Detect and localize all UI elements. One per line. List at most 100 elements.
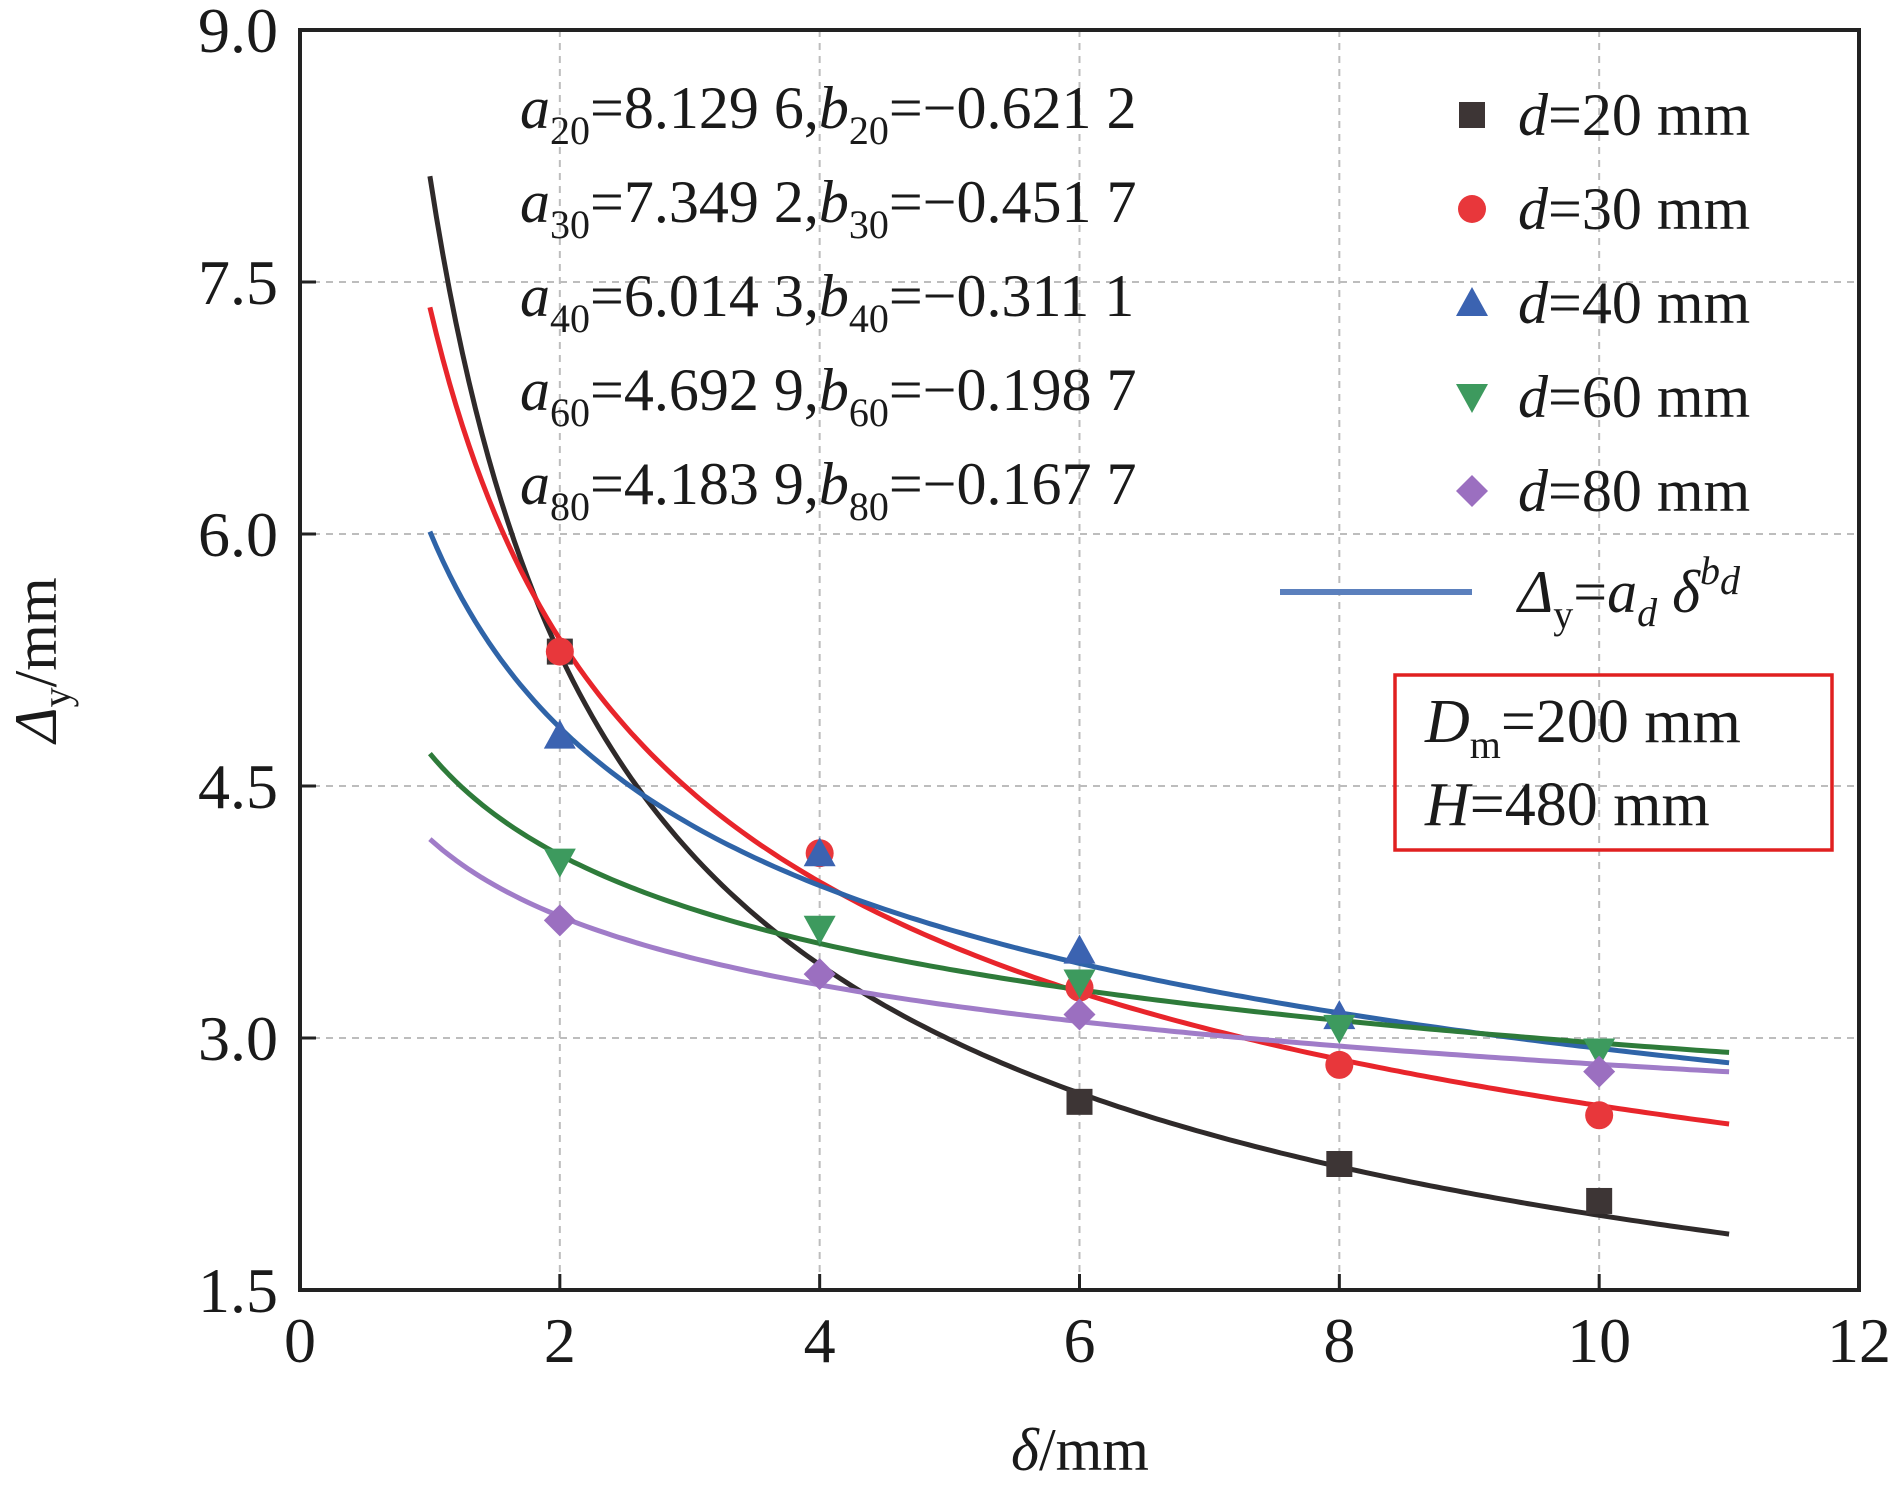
y-tick-label: 4.5 xyxy=(198,751,278,822)
param-b-value: =−0.621 2 xyxy=(889,75,1137,141)
point-d40 xyxy=(543,719,576,749)
param-dm-symbol: D xyxy=(1424,688,1470,756)
y-tick-label: 1.5 xyxy=(198,1255,278,1326)
point-d80 xyxy=(803,958,836,991)
param-b-symbol: b xyxy=(819,357,849,423)
param-b-subscript: 40 xyxy=(849,296,889,341)
point-d60 xyxy=(543,848,576,878)
param-dm-value: =200 mm xyxy=(1501,688,1741,756)
legend-d-symbol: d xyxy=(1518,176,1549,242)
point-d20 xyxy=(1586,1187,1613,1214)
param-a-value: =8.129 6, xyxy=(590,75,819,141)
point-d20 xyxy=(1326,1151,1353,1177)
legend-marker-d80 xyxy=(1456,475,1488,507)
param-b-symbol: b xyxy=(819,169,849,235)
param-b-subscript: 80 xyxy=(849,484,889,529)
param-b-subscript: 60 xyxy=(849,390,889,435)
fit-parameter-line: a40=6.014 3,b40=−0.311 1 xyxy=(520,263,1134,341)
point-d40 xyxy=(1063,934,1096,964)
param-b-value: =−0.198 7 xyxy=(889,357,1137,423)
param-b-symbol: b xyxy=(819,263,849,329)
param-a-value: =6.014 3, xyxy=(590,263,819,329)
fit-exponent-sub: d xyxy=(1720,558,1741,603)
fit-parameter-line: a60=4.692 9,b60=−0.198 7 xyxy=(520,357,1137,435)
parameter-line-dm: Dm=200 mm xyxy=(1424,688,1741,767)
param-h-symbol: H xyxy=(1424,771,1473,839)
param-a-subscript: 80 xyxy=(550,484,590,529)
x-axis-symbol: δ xyxy=(1011,1417,1040,1483)
param-a-symbol: a xyxy=(520,169,550,235)
y-tick-label: 9.0 xyxy=(198,0,278,66)
legend-marker-d30 xyxy=(1458,195,1486,223)
point-d80 xyxy=(1063,998,1096,1031)
fit-lhs-sub: y xyxy=(1553,592,1573,637)
point-d30 xyxy=(1585,1101,1614,1130)
y-axis-unit: /mm xyxy=(3,577,69,687)
param-a-symbol: a xyxy=(520,357,550,423)
param-a-subscript: 30 xyxy=(550,202,590,247)
param-b-value: =−0.451 7 xyxy=(889,169,1137,235)
parameter-box: Dm=200 mm H=480 mm xyxy=(1393,673,1834,852)
legend-label-d40: d=40 mm xyxy=(1518,270,1750,336)
param-b-symbol: b xyxy=(819,75,849,141)
param-a-value: =4.183 9, xyxy=(590,451,819,517)
fit-base: δ xyxy=(1672,559,1701,625)
param-a-subscript: 40 xyxy=(550,296,590,341)
y-tick-label: 3.0 xyxy=(198,1003,278,1074)
y-axis-title: Δy/mm xyxy=(3,577,79,744)
x-tick-label: 0 xyxy=(284,1305,316,1376)
legend-marker-d40 xyxy=(1456,287,1488,316)
fit-a-sub: d xyxy=(1637,590,1658,635)
legend-d-symbol: d xyxy=(1518,270,1549,336)
param-a-symbol: a xyxy=(520,75,550,141)
fit-space xyxy=(1657,559,1672,625)
legend-label-d80: d=80 mm xyxy=(1518,458,1750,524)
point-d60 xyxy=(1583,1038,1616,1068)
param-a-value: =4.692 9, xyxy=(590,357,819,423)
param-h-value: =480 mm xyxy=(1470,771,1710,839)
parameter-box-border xyxy=(1393,673,1834,852)
data-points xyxy=(543,637,1616,1214)
param-a-value: =7.349 2, xyxy=(590,169,819,235)
legend-fit-label: Δy=ad δbd xyxy=(1516,548,1741,637)
fit-lhs: Δ xyxy=(1516,559,1553,625)
legend: d=20 mmd=30 mmd=40 mmd=60 mmd=80 mmΔy=ad… xyxy=(1280,82,1750,637)
y-axis-symbol: Δ xyxy=(3,707,69,744)
axis-ticks: 0 2 4 6 8 10 12 1.5 3.0 4.5 6.0 7.5 9.0 xyxy=(198,0,1891,1376)
y-tick-label: 7.5 xyxy=(198,247,278,318)
fit-eq: = xyxy=(1573,559,1607,625)
point-d40 xyxy=(803,837,836,867)
point-d60 xyxy=(803,915,836,945)
legend-label-d30: d=30 mm xyxy=(1518,176,1750,242)
legend-d-symbol: d xyxy=(1518,82,1549,148)
point-d30 xyxy=(545,637,574,666)
fit-exponent: b xyxy=(1700,548,1720,593)
x-axis-title: δ/mm xyxy=(1011,1417,1149,1483)
y-axis-subscript: y xyxy=(34,687,79,707)
legend-label-d60: d=60 mm xyxy=(1518,364,1750,430)
fit-a: a xyxy=(1607,559,1637,625)
parameter-line-h: H=480 mm xyxy=(1424,771,1710,839)
legend-d-symbol: d xyxy=(1518,364,1549,430)
point-d20 xyxy=(1066,1088,1093,1115)
point-d30 xyxy=(1325,1050,1354,1079)
x-tick-label: 8 xyxy=(1323,1305,1355,1376)
y-tick-label: 6.0 xyxy=(198,499,278,570)
point-d80 xyxy=(543,904,576,937)
legend-label-d20: d=20 mm xyxy=(1518,82,1750,148)
point-d80 xyxy=(1583,1055,1616,1088)
legend-d-symbol: d xyxy=(1518,458,1549,524)
legend-marker-d20 xyxy=(1459,102,1485,128)
point-d60 xyxy=(1063,969,1096,999)
param-b-value: =−0.167 7 xyxy=(889,451,1137,517)
x-tick-label: 6 xyxy=(1064,1305,1096,1376)
param-b-subscript: 20 xyxy=(849,108,889,153)
param-a-subscript: 60 xyxy=(550,390,590,435)
point-d60 xyxy=(1323,1014,1356,1044)
x-axis-unit: /mm xyxy=(1039,1417,1149,1483)
x-tick-label: 10 xyxy=(1567,1305,1631,1376)
fit-parameter-line: a30=7.349 2,b30=−0.451 7 xyxy=(520,169,1137,247)
